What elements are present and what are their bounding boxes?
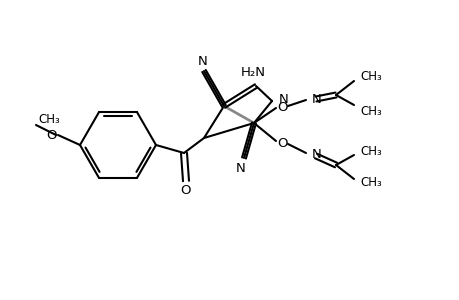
- Text: CH₃: CH₃: [359, 70, 381, 83]
- Text: H₂N: H₂N: [240, 65, 265, 79]
- Text: CH₃: CH₃: [359, 176, 381, 190]
- Text: O: O: [47, 128, 57, 142]
- Text: CH₃: CH₃: [359, 104, 381, 118]
- Text: N: N: [311, 148, 321, 160]
- Text: N: N: [235, 161, 246, 175]
- Text: CH₃: CH₃: [359, 145, 381, 158]
- Text: O: O: [277, 100, 288, 113]
- Text: CH₃: CH₃: [38, 112, 60, 125]
- Text: N: N: [198, 55, 207, 68]
- Text: O: O: [277, 136, 288, 149]
- Text: O: O: [180, 184, 191, 196]
- Text: N: N: [311, 92, 321, 106]
- Text: N: N: [279, 92, 288, 106]
